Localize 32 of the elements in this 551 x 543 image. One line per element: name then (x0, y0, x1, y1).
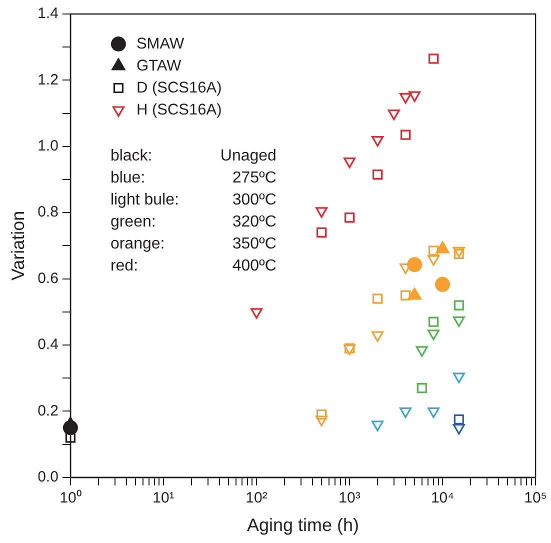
annotation: light bule: (110, 191, 179, 208)
y-tick-label: 1.4 (38, 5, 58, 22)
annotation: green: (110, 213, 156, 230)
y-tick-label: 0.6 (38, 270, 58, 287)
legend-label: SMAW (136, 35, 184, 52)
x-tick-label: 10¹ (152, 490, 174, 507)
y-tick-label: 0.2 (38, 402, 58, 420)
annotation: 400ºC (232, 257, 276, 274)
x-axis-title: Aging time (h) (246, 515, 360, 536)
legend-label: D (SCS16A) (136, 79, 222, 96)
annotation: blue: (110, 169, 146, 186)
annotation: black: (110, 147, 152, 164)
x-tick-label: 10⁰ (60, 490, 82, 507)
annotation: 350ºC (232, 235, 276, 252)
annotation: orange: (110, 235, 165, 252)
legend-label: H (SCS16A) (136, 101, 222, 118)
x-tick-label: 10⁵ (524, 490, 547, 507)
x-tick-label: 10² (246, 490, 268, 507)
y-tick-label: 1.0 (38, 138, 58, 155)
x-tick-label: 10³ (338, 490, 360, 507)
y-axis-title: Variation (8, 210, 28, 281)
annotation: 300ºC (232, 191, 276, 208)
annotation: 275ºC (232, 169, 276, 186)
x-tick-label: 10⁴ (430, 490, 454, 507)
annotation: Unaged (220, 147, 276, 164)
y-tick-label: 1.2 (38, 71, 58, 88)
annotation: 320ºC (232, 213, 276, 230)
legend-label: GTAW (136, 57, 182, 74)
y-tick-label: 0.0 (38, 468, 58, 486)
y-tick-label: 0.4 (38, 336, 58, 354)
y-tick-label: 0.8 (38, 204, 58, 221)
annotation: red: (110, 257, 138, 274)
